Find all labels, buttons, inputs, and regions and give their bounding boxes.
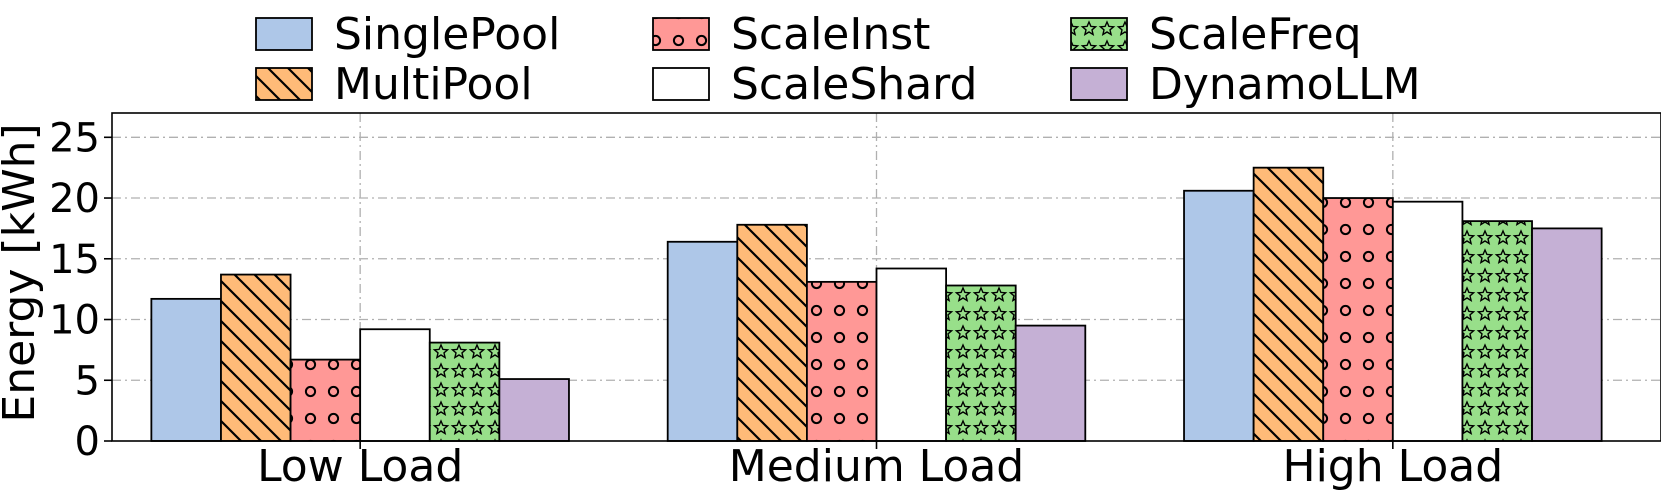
y-tick-label: 0: [75, 419, 100, 465]
bar-scaleinst-high-load: [1322, 197, 1394, 442]
bar-multipool-high-load: [1252, 166, 1325, 442]
legend-item-dynamollm: DynamoLLM: [1070, 59, 1421, 110]
bar-multipool-medium-load: [736, 223, 808, 442]
plot-frame: [111, 112, 1661, 442]
bars: [150, 166, 1603, 442]
bar-pattern: [806, 281, 877, 441]
legend-swatch-fill: [1071, 68, 1127, 100]
bar-pattern: [1462, 221, 1533, 441]
legend-swatch-outline: [652, 67, 710, 101]
bar-fill: [1392, 201, 1463, 441]
bar-pattern: [1253, 167, 1324, 441]
legend-swatch-fill: [256, 18, 312, 50]
y-tick-label: 20: [49, 176, 100, 222]
bar-fill: [876, 268, 947, 441]
legend-item-scalefreq: ScaleFreq: [1070, 9, 1362, 60]
bar-pattern: [737, 224, 807, 441]
x-tick-label: Medium Load: [729, 441, 1024, 490]
bar-scaleshard-low-load: [359, 328, 431, 442]
bar-scalefreq-medium-load: [945, 284, 1017, 442]
bar-scalefreq-low-load: [428, 341, 501, 442]
legend-item-scaleinst: ScaleInst: [652, 9, 930, 60]
legend-item-singlepool: SinglePool: [255, 9, 560, 60]
legend-item-multipool: MultiPool: [255, 59, 533, 110]
bar-singlepool-high-load: [1183, 189, 1255, 442]
bar-singlepool-medium-load: [666, 240, 739, 442]
bar-pattern: [429, 342, 500, 441]
legend-swatch-pattern: [1071, 18, 1127, 50]
legend-swatch-outline: [255, 67, 313, 101]
legend-label: MultiPool: [334, 59, 533, 110]
bar-fill: [1184, 190, 1254, 441]
bar-fill: [667, 241, 738, 441]
y-tick-label: 10: [49, 298, 100, 344]
y-tick-label: 5: [75, 358, 100, 404]
y-tick-label: 15: [49, 237, 100, 283]
legend-swatch-outline: [1070, 17, 1128, 51]
bar-scalefreq-high-load: [1461, 220, 1533, 442]
bar-fill: [1532, 228, 1602, 441]
legend-label: ScaleFreq: [1149, 9, 1362, 60]
legend-item-scaleshard: ScaleShard: [652, 59, 977, 110]
legend-swatch-fill: [653, 68, 709, 100]
legend-swatch-pattern: [653, 18, 709, 50]
x-tick-label: Low Load: [257, 441, 463, 490]
bar-dynamollm-medium-load: [1014, 324, 1087, 442]
legend-label: ScaleShard: [731, 59, 977, 110]
bar-pattern: [1323, 198, 1393, 441]
bar-pattern: [946, 285, 1016, 441]
legend-swatch-pattern: [256, 68, 312, 100]
bar-dynamollm-high-load: [1531, 227, 1603, 442]
legend-label: ScaleInst: [731, 9, 930, 60]
y-axis-label: Energy [kWh]: [0, 123, 45, 422]
bar-scaleshard-high-load: [1391, 200, 1464, 442]
bar-singlepool-low-load: [150, 297, 222, 442]
x-tick-label: High Load: [1282, 441, 1503, 490]
bar-fill: [499, 379, 569, 441]
bar-scaleshard-medium-load: [875, 267, 947, 442]
y-tick-label: 25: [49, 115, 100, 161]
bar-fill: [360, 329, 430, 441]
legend-swatch-outline: [1070, 67, 1128, 101]
bar-fill: [151, 298, 221, 441]
axes: 0 5 10 15 20 25 Low Load Medium Load High Load En…: [0, 112, 1661, 490]
bar-scaleinst-low-load: [289, 358, 362, 442]
legend-label: DynamoLLM: [1149, 59, 1421, 110]
legend-label: SinglePool: [334, 9, 560, 60]
bar-pattern: [220, 274, 291, 441]
legend-swatch-outline: [652, 17, 710, 51]
bar-pattern: [290, 359, 361, 441]
bar-fill: [1015, 325, 1086, 441]
bar-dynamollm-low-load: [498, 378, 570, 442]
legend-swatch-outline: [255, 17, 313, 51]
bar-scaleinst-medium-load: [806, 280, 878, 442]
bar-multipool-low-load: [220, 273, 292, 442]
